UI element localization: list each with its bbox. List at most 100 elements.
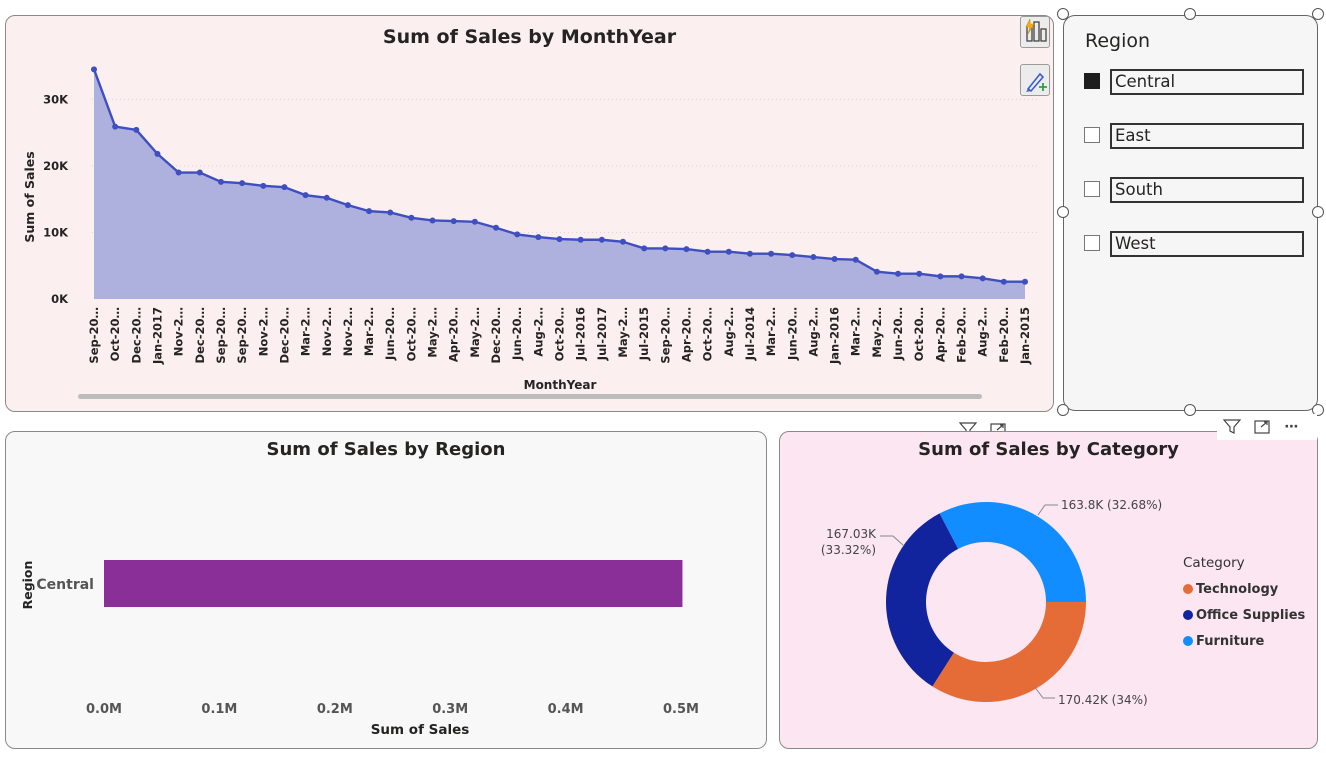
slice-technology[interactable] [932,602,1086,702]
data-point[interactable] [493,224,500,231]
x-tick-label: May-2… [468,307,482,358]
more-options-icon[interactable]: ⋯ [1284,419,1300,435]
x-tick-label: Feb-20… [955,307,969,363]
data-point[interactable] [810,254,817,261]
data-point[interactable] [429,217,436,224]
data-point[interactable] [725,248,732,255]
data-point[interactable] [154,150,161,157]
slicer-title: Region [1085,30,1151,52]
data-point[interactable] [556,236,563,243]
line-chart-y-ticks: 0K 10K 20K 30K [43,92,69,306]
data-point[interactable] [979,275,986,282]
x-tick-label: Oct-20… [404,307,418,361]
data-point[interactable] [683,246,690,253]
x-tick-label: Apr-20… [679,307,693,362]
resize-handle-left[interactable] [1057,206,1069,218]
resize-handle-right[interactable] [1312,206,1324,218]
resize-handle-top-left[interactable] [1057,8,1069,20]
slicer-item-west[interactable]: West [1084,231,1304,257]
data-point[interactable] [387,209,394,216]
data-point[interactable] [704,248,711,255]
data-point[interactable] [91,66,97,73]
lightning-chart-button[interactable] [1020,16,1050,48]
data-point[interactable] [598,236,605,243]
data-point[interactable] [831,256,838,263]
slicer-item-central[interactable]: Central [1084,69,1304,95]
data-point[interactable] [344,202,351,209]
legend-label: Furniture [1196,633,1265,649]
y-tick-label: 0K [51,292,69,306]
data-point[interactable] [916,270,923,277]
data-point[interactable] [768,250,775,257]
x-tick-label: Aug-2… [806,307,820,357]
data-point[interactable] [895,270,902,277]
data-point[interactable] [852,256,859,263]
x-tick-label: Aug-2… [722,307,736,357]
data-point[interactable] [408,214,415,221]
data-point[interactable] [873,268,880,275]
data-point[interactable] [196,169,203,176]
resize-handle-top-right[interactable] [1312,8,1324,20]
data-point[interactable] [746,250,753,257]
x-tick-label: Apr-20… [933,307,947,362]
filter-icon[interactable] [1217,415,1247,439]
slice-furniture[interactable] [939,502,1086,602]
slicer-item-label: West [1110,231,1304,257]
data-point[interactable] [514,231,521,238]
legend-item-furniture[interactable]: Furniture [1183,628,1305,654]
data-point[interactable] [302,192,309,199]
data-point[interactable] [217,178,224,185]
data-point[interactable] [662,245,669,252]
checkbox-south[interactable] [1084,181,1100,197]
donut-legend: Category Technology Office Supplies Furn… [1183,555,1305,654]
data-point[interactable] [471,218,478,225]
data-point[interactable] [1000,278,1007,285]
data-point[interactable] [366,208,373,215]
data-point[interactable] [1022,278,1028,285]
data-point[interactable] [260,182,267,189]
data-point[interactable] [133,126,140,133]
focus-mode-icon[interactable] [1247,415,1277,439]
data-point[interactable] [619,238,626,245]
data-point[interactable] [239,180,246,187]
checkbox-central[interactable] [1084,73,1100,89]
x-tick-label: Sep-20… [87,307,101,364]
resize-handle-bottom-right[interactable] [1312,404,1324,416]
data-point[interactable] [789,252,796,259]
data-point[interactable] [577,236,584,243]
x-tick-label: Jul-2017 [595,307,609,361]
data-point[interactable] [958,273,965,280]
donut-chart [886,502,1086,702]
slicer-item-east[interactable]: East [1084,123,1304,149]
y-tick-label: 30K [43,92,69,106]
format-brush-button[interactable] [1020,64,1050,96]
line-chart-scrollbar[interactable] [78,394,982,399]
legend-item-office-supplies[interactable]: Office Supplies [1183,602,1305,628]
x-tick-label: Jan-2017 [150,307,164,365]
resize-handle-bottom[interactable] [1184,404,1196,416]
resize-handle-top[interactable] [1184,8,1196,20]
data-point[interactable] [175,169,182,176]
resize-handle-bottom-left[interactable] [1057,404,1069,416]
slice-office-supplies[interactable] [886,513,959,687]
slicer-item-south[interactable]: South [1084,177,1304,203]
slicer-item-label: East [1110,123,1304,149]
data-point[interactable] [937,273,944,280]
checkbox-east[interactable] [1084,127,1100,143]
data-point[interactable] [112,123,119,130]
legend-dot-icon [1183,610,1193,620]
bar-central[interactable] [104,560,683,607]
data-point[interactable] [323,194,330,201]
donut-chart-title: Sum of Sales by Category [918,439,1179,460]
data-point[interactable] [641,245,648,252]
line-chart-x-ticks: Sep-20… Oct-20… Dec-20… Jan-2017 Nov-2… Dec-2… [87,307,1032,365]
data-point[interactable] [450,218,457,225]
data-point[interactable] [535,234,542,241]
x-tick-label: Apr-20… [447,307,461,362]
data-point[interactable] [281,184,288,191]
line-chart-points [91,66,1028,285]
legend-item-technology[interactable]: Technology [1183,576,1305,602]
legend-dot-icon [1183,636,1193,646]
checkbox-west[interactable] [1084,235,1100,251]
format-brush-icon [1026,72,1047,93]
